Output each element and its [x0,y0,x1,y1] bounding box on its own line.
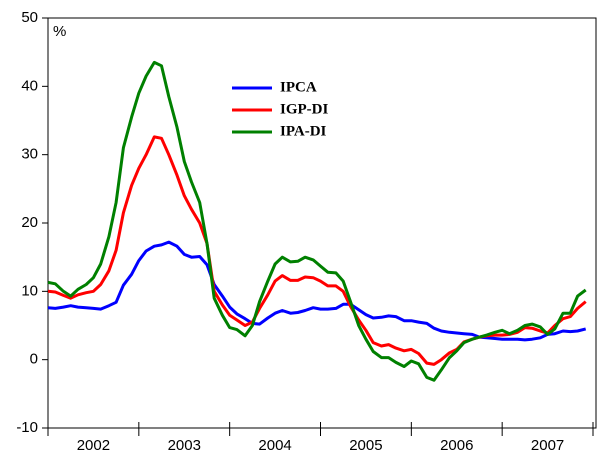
legend-label: IPA-DI [280,123,327,139]
y-tick-label: 50 [21,9,38,26]
series-line [47,240,587,342]
x-tick-label: 2005 [349,437,382,454]
x-tick-label: 2003 [168,437,201,454]
plot-frame [47,17,597,429]
series-line [47,60,587,382]
y-tick-label: -10 [16,419,38,436]
x-tick-label: 2002 [77,437,110,454]
x-tick-label: 2007 [531,437,564,454]
y-tick-label: 40 [21,77,38,94]
y-tick-label: 20 [21,214,38,231]
y-axis-label: % [53,23,66,40]
x-tick-label: 2004 [258,437,291,454]
legend-label: IGP-DI [280,101,328,117]
y-tick-label: 30 [21,146,38,163]
series-line [47,135,587,366]
legend-label: IPCA [280,79,317,95]
y-tick-label: 10 [21,282,38,299]
y-tick-label: 0 [30,351,38,368]
x-tick-label: 2006 [440,437,473,454]
